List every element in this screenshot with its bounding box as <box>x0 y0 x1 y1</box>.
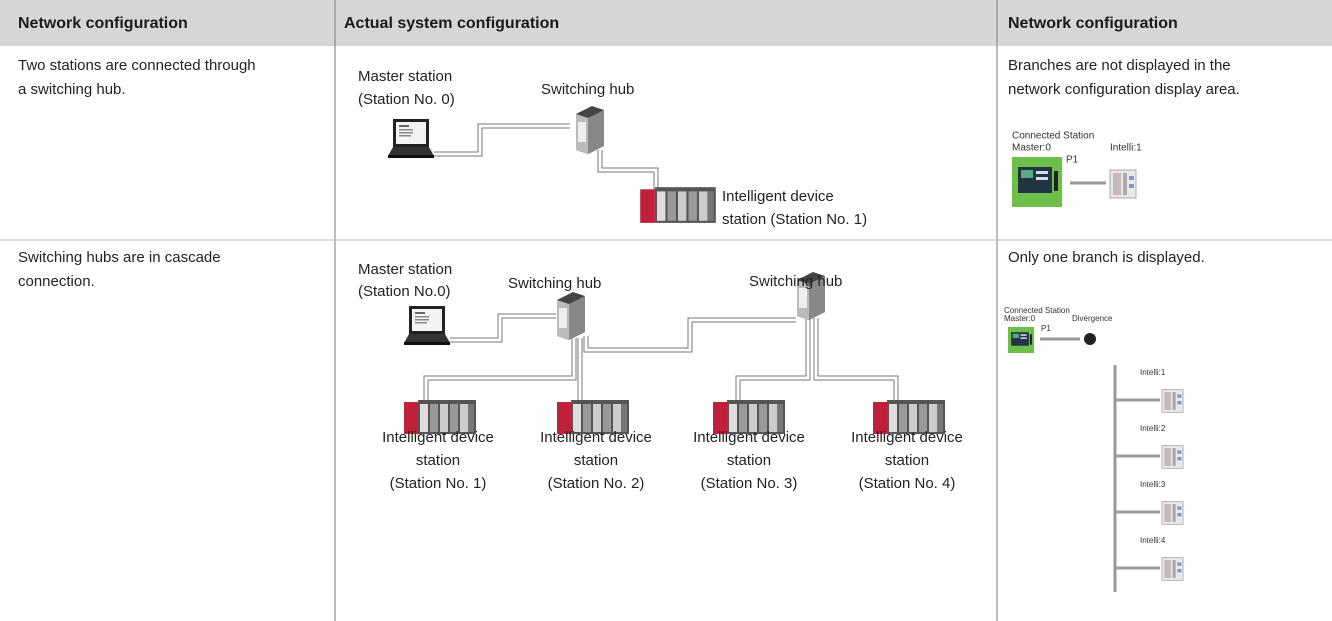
station-icon <box>1161 501 1184 525</box>
panel-port: P1 <box>1041 324 1051 333</box>
panel-title: Connected Station <box>1004 306 1070 315</box>
laptop-icon <box>404 306 450 345</box>
panel-station: Intelli:1 <box>1110 143 1142 154</box>
hub-label: Switching hub <box>749 273 842 290</box>
station-label: Intelligent device <box>382 429 494 446</box>
station-label: Intelligent device <box>540 429 652 446</box>
header-bg <box>0 0 1332 46</box>
station-label: Intelligent device <box>693 429 805 446</box>
panel-station: Intelli:4 <box>1140 536 1166 545</box>
panel-title: Connected Station <box>1012 131 1094 142</box>
station-label: (Station No. 3) <box>701 475 798 492</box>
panel-master: Master:0 <box>1004 314 1036 323</box>
note: Only one branch is displayed. <box>1008 249 1205 266</box>
description: a switching hub. <box>18 81 126 98</box>
master-board <box>1008 327 1034 353</box>
master-label: (Station No.0) <box>358 283 451 300</box>
note: network configuration display area. <box>1008 81 1240 98</box>
station-label: Intelligent device <box>851 429 963 446</box>
station-label: station <box>416 452 460 469</box>
station-icon <box>1161 389 1184 413</box>
station-label: station <box>727 452 771 469</box>
header-cell: Network configuration <box>1008 15 1178 32</box>
divergence-dot <box>1084 333 1096 345</box>
plc-icon <box>640 187 716 223</box>
panel-master: Master:0 <box>1012 143 1051 154</box>
station-labels: Intelligent device station (Station No. … <box>382 429 963 492</box>
description: Switching hubs are in cascade <box>18 249 221 266</box>
hub-label: Switching hub <box>508 275 601 292</box>
cables <box>434 123 659 198</box>
master-label: Master station <box>358 261 452 278</box>
cables <box>423 313 899 400</box>
station-label: station (Station No. 1) <box>722 211 867 228</box>
station-label: Intelligent device <box>722 188 834 205</box>
panel-station: Intelli:1 <box>1140 368 1166 377</box>
station-label: (Station No. 4) <box>859 475 956 492</box>
panel-port: P1 <box>1066 155 1079 166</box>
note: Branches are not displayed in the <box>1008 57 1231 74</box>
station-icon <box>1109 169 1137 199</box>
description: connection. <box>18 273 95 290</box>
station-icon <box>1161 557 1184 581</box>
master-board <box>1012 157 1062 207</box>
station-label: (Station No. 2) <box>548 475 645 492</box>
master-label: (Station No. 0) <box>358 91 455 108</box>
header-cell: Network configuration <box>18 15 188 32</box>
hub-label: Switching hub <box>541 81 634 98</box>
description: Two stations are connected through <box>18 57 256 74</box>
laptop-icon <box>388 119 434 158</box>
hub-icon <box>576 106 604 154</box>
header-cell: Actual system configuration <box>344 15 559 32</box>
master-label: Master station <box>358 68 452 85</box>
station-label: (Station No. 1) <box>390 475 487 492</box>
station-label: station <box>885 452 929 469</box>
panel-station: Intelli:3 <box>1140 480 1166 489</box>
station-label: station <box>574 452 618 469</box>
branches: Intelli:1 Intelli:2 Intelli:3 Intelli:4 <box>1115 368 1184 581</box>
station-icon <box>1161 445 1184 469</box>
panel-divergence: Divergence <box>1072 314 1113 323</box>
panel-station: Intelli:2 <box>1140 424 1166 433</box>
hub-icon <box>557 292 585 340</box>
